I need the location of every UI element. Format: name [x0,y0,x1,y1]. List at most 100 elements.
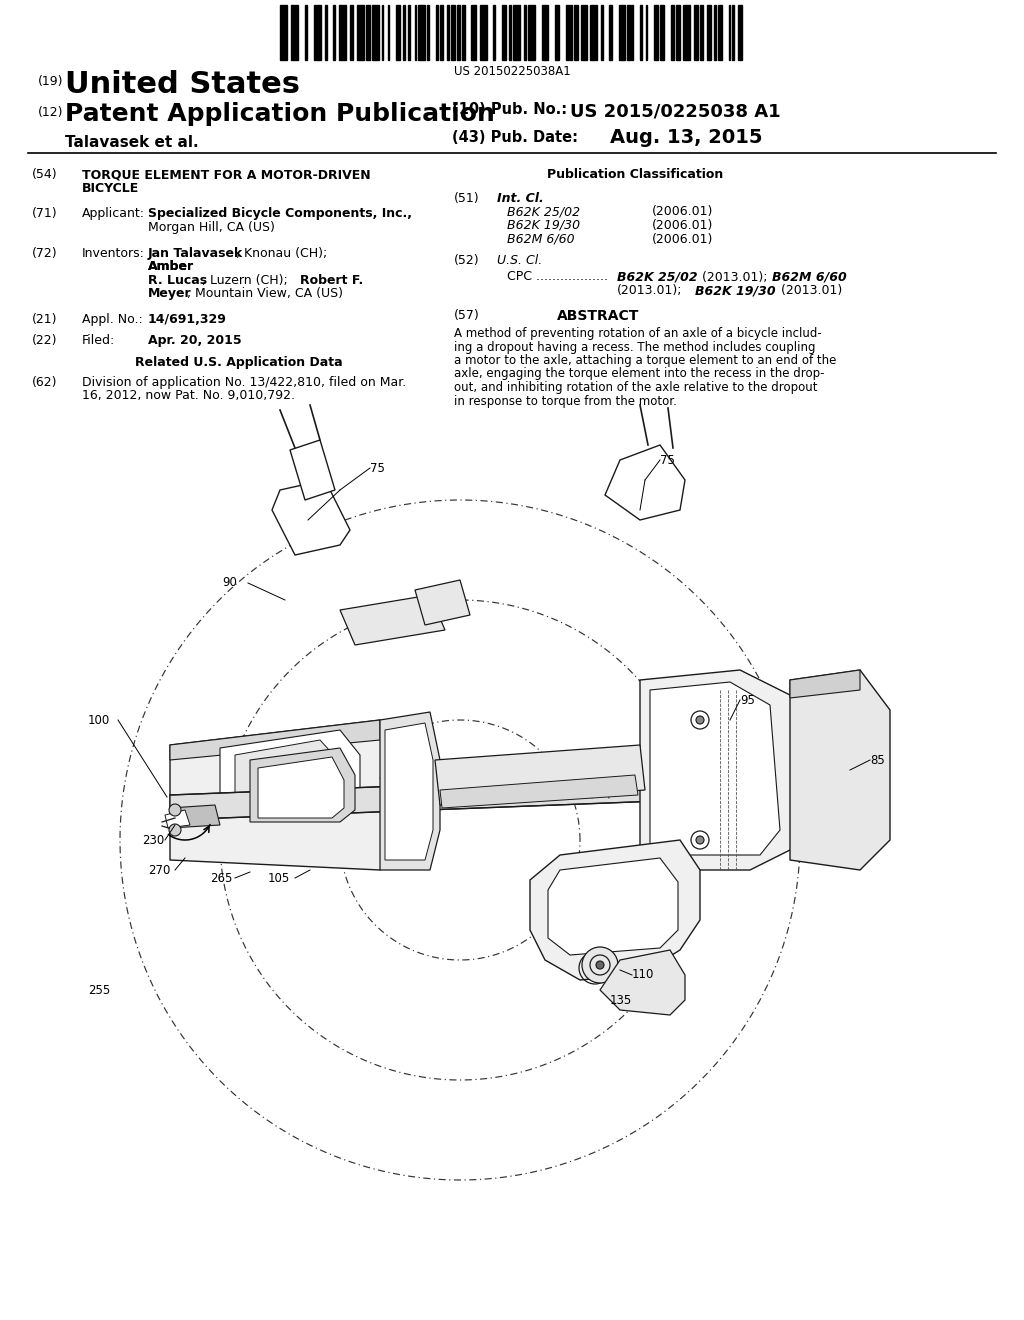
Bar [373,5,379,59]
Bar [480,5,486,59]
Text: Aug. 13, 2015: Aug. 13, 2015 [610,128,763,147]
Polygon shape [170,775,685,820]
Text: 110: 110 [632,969,654,982]
Polygon shape [530,840,700,979]
Bar [627,5,630,59]
Circle shape [696,836,705,843]
Text: (2013.01);: (2013.01); [617,284,683,297]
Bar [418,5,425,59]
Polygon shape [272,480,350,554]
Text: (62): (62) [32,376,57,389]
Polygon shape [220,730,360,814]
Text: , Mountain View, CA (US): , Mountain View, CA (US) [187,288,343,301]
Text: U.S. Cl.: U.S. Cl. [497,253,543,267]
Text: (43) Pub. Date:: (43) Pub. Date: [452,129,578,145]
Bar [408,5,411,59]
Text: in response to torque from the motor.: in response to torque from the motor. [454,395,677,408]
Text: out, and inhibiting rotation of the axle relative to the dropout: out, and inhibiting rotation of the axle… [454,381,817,393]
Polygon shape [435,744,645,805]
Text: (12): (12) [38,106,63,119]
Polygon shape [440,775,638,808]
Bar [618,5,626,59]
Polygon shape [165,810,190,828]
Text: R. Lucas: R. Lucas [148,275,207,286]
Polygon shape [790,671,890,870]
Bar [436,5,438,59]
Circle shape [169,804,181,816]
Text: 230: 230 [142,833,164,846]
Text: TORQUE ELEMENT FOR A MOTOR-DRIVEN: TORQUE ELEMENT FOR A MOTOR-DRIVEN [82,168,371,181]
Polygon shape [415,579,470,624]
Bar [291,5,298,59]
Text: ing a dropout having a recess. The method includes coupling: ing a dropout having a recess. The metho… [454,341,815,354]
Text: Robert F.: Robert F. [300,275,364,286]
Bar [732,5,734,59]
Bar [304,5,307,59]
Text: Morgan Hill, CA (US): Morgan Hill, CA (US) [148,220,274,234]
Text: Amber: Amber [148,260,195,273]
Bar [471,5,475,59]
Bar [339,5,346,59]
Text: 255: 255 [88,983,111,997]
Bar [462,5,465,59]
Bar [555,5,559,59]
Text: B62K 19/30: B62K 19/30 [507,219,581,232]
Text: a motor to the axle, attaching a torque element to an end of the: a motor to the axle, attaching a torque … [454,354,837,367]
Bar [738,5,742,59]
Bar [660,5,665,59]
Bar [654,5,658,59]
Polygon shape [290,440,335,500]
Text: BICYCLE: BICYCLE [82,181,139,194]
Text: (2006.01): (2006.01) [652,206,714,219]
Bar [509,5,511,59]
Text: Patent Application Publication: Patent Application Publication [65,102,495,125]
Text: United States: United States [65,70,300,99]
Text: Division of application No. 13/422,810, filed on Mar.: Division of application No. 13/422,810, … [82,376,407,389]
Bar [314,5,321,59]
Bar [366,5,370,59]
Polygon shape [340,595,445,645]
Bar [581,5,588,59]
Text: (54): (54) [32,168,57,181]
Polygon shape [640,671,810,870]
Text: , Knonau (CH);: , Knonau (CH); [236,247,328,260]
Text: (10) Pub. No.:: (10) Pub. No.: [452,102,567,117]
Text: Apr. 20, 2015: Apr. 20, 2015 [148,334,242,347]
Text: Talavasek et al.: Talavasek et al. [65,135,199,150]
Polygon shape [170,719,420,870]
Text: axle, engaging the torque element into the recess in the drop-: axle, engaging the torque element into t… [454,367,824,380]
Text: Meyer: Meyer [148,288,191,301]
Polygon shape [600,950,685,1015]
Text: (71): (71) [32,207,57,220]
Circle shape [696,715,705,723]
Text: B62K 19/30: B62K 19/30 [695,284,775,297]
Bar [590,5,597,59]
Text: , Luzern (CH);: , Luzern (CH); [202,275,288,286]
Text: US 20150225038A1: US 20150225038A1 [454,65,570,78]
Text: B62K 25/02: B62K 25/02 [507,206,581,219]
Circle shape [582,946,618,983]
Text: Appl. No.:: Appl. No.: [82,313,142,326]
Text: Related U.S. Application Data: Related U.S. Application Data [135,356,343,370]
Text: (22): (22) [32,334,57,347]
Text: (51): (51) [454,191,479,205]
Text: A method of preventing rotation of an axle of a bicycle includ-: A method of preventing rotation of an ax… [454,327,821,341]
Text: (57): (57) [454,309,480,322]
Bar [694,5,698,59]
Bar [387,5,389,59]
Circle shape [592,965,598,972]
Bar [440,5,442,59]
Text: (2013.01);: (2013.01); [698,271,768,284]
Bar [451,5,456,59]
Text: (19): (19) [38,75,63,88]
Bar [707,5,711,59]
Text: 90: 90 [222,577,237,590]
Bar [350,5,353,59]
Text: (2013.01): (2013.01) [777,284,843,297]
Bar [718,5,722,59]
Circle shape [596,961,604,969]
Text: (21): (21) [32,313,57,326]
Bar [671,5,674,59]
Bar [714,5,716,59]
Text: (2006.01): (2006.01) [652,232,714,246]
